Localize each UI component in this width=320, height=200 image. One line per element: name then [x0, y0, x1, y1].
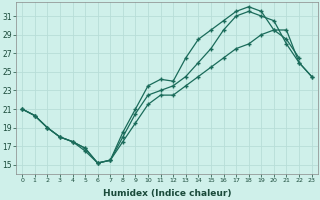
X-axis label: Humidex (Indice chaleur): Humidex (Indice chaleur) — [103, 189, 231, 198]
